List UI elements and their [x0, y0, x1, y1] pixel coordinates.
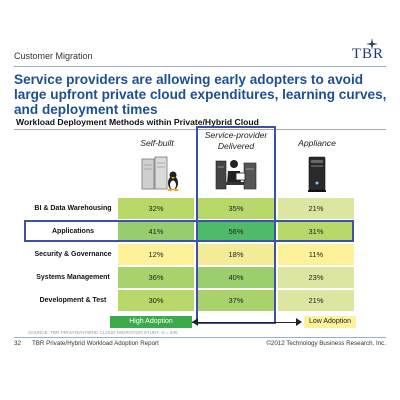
copyright: ©2012 Technology Business Research, Inc.	[266, 340, 386, 347]
table-title: Workload Deployment Methods within Priva…	[16, 117, 259, 127]
legend-high-adoption: High Adoption	[110, 316, 192, 328]
arrow-right-icon	[296, 318, 302, 326]
star-icon	[365, 38, 378, 50]
row-label-applications: Applications	[51, 228, 94, 235]
heatmap-cell: 21%	[278, 198, 354, 219]
row-label-systems-management: Systems Management	[36, 274, 110, 281]
heatmap-cell: 23%	[278, 267, 354, 288]
server-linux-icon	[141, 156, 179, 192]
heatmap-cell: 56%	[198, 221, 274, 242]
heatmap-cell: 18%	[198, 244, 274, 265]
legend-arrow-line	[192, 322, 300, 323]
heatmap-cell: 30%	[118, 290, 194, 311]
heatmap-cell: 31%	[278, 221, 354, 242]
section-label: Customer Migration	[14, 51, 93, 61]
heatmap-cell: 36%	[118, 267, 194, 288]
column-header-appliance: Appliance	[298, 138, 336, 148]
slide-headline: Service providers are allowing early ado…	[14, 72, 387, 117]
heatmap-cell: 12%	[118, 244, 194, 265]
arrow-left-icon	[192, 318, 198, 326]
logo-text: TBR	[351, 46, 384, 62]
bottom-divider	[14, 337, 386, 338]
page-number: 32	[14, 340, 21, 347]
heatmap-cell: 41%	[118, 221, 194, 242]
heatmap-cell: 35%	[198, 198, 274, 219]
tbr-logo: TBR	[351, 38, 384, 63]
applications-row-highlight	[24, 220, 354, 242]
column-header-self-built: Self-built	[140, 138, 174, 148]
heatmap-cell: 21%	[278, 290, 354, 311]
appliance-tower-icon	[308, 156, 326, 192]
row-label-bi-data-warehousing: BI & Data Warehousing	[34, 205, 112, 212]
row-label-security-governance: Security & Governance	[34, 251, 112, 258]
column-header-service-provider: Service-provider Delivered	[204, 130, 268, 151]
heatmap-cell: 32%	[118, 198, 194, 219]
top-divider	[14, 66, 386, 67]
heatmap-cell: 40%	[198, 267, 274, 288]
heatmap-cell: 11%	[278, 244, 354, 265]
report-title: TBR Private/Hybrid Workload Adoption Rep…	[32, 340, 159, 347]
service-provider-column-highlight	[196, 126, 276, 324]
legend-low-adoption: Low Adoption	[304, 316, 356, 328]
source-note: SOURCE: TBR PRIVATE/HYBRID CLOUD MIGRATI…	[28, 330, 178, 335]
row-label-development-test: Development & Test	[39, 297, 107, 304]
title-divider	[14, 129, 386, 130]
technician-workstation-icon	[215, 160, 257, 190]
heatmap-cell: 37%	[198, 290, 274, 311]
